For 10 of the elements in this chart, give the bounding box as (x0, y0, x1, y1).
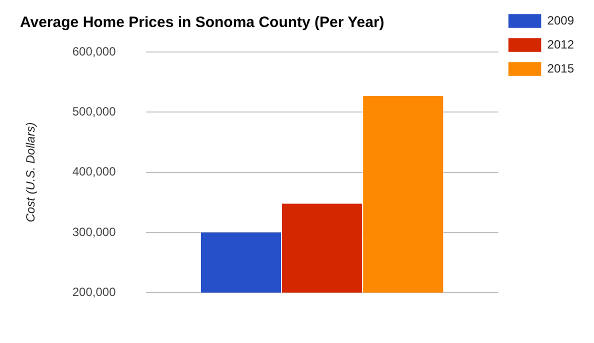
y-tick-label: 300,000 (72, 224, 116, 239)
y-tick-label: 500,000 (72, 104, 116, 118)
legend-label: 2012 (547, 37, 574, 52)
legend-label: 2015 (547, 61, 574, 76)
legend-label: 2009 (547, 13, 574, 28)
y-tick-label: 200,000 (72, 284, 116, 299)
y-tick-label: 600,000 (72, 44, 116, 58)
chart-title: Average Home Prices in Sonoma County (Per Year) (20, 14, 384, 32)
y-axis-title: Cost (U.S. Dollars) (24, 122, 38, 222)
y-tick-label: 400,000 (72, 164, 116, 179)
